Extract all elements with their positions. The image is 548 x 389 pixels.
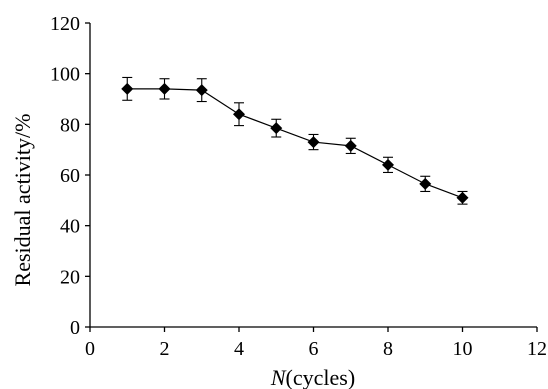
x-tick-label: 10 bbox=[453, 338, 473, 360]
plot-area bbox=[121, 76, 469, 205]
y-tick-label: 100 bbox=[50, 64, 80, 86]
x-axis-label-italic: N bbox=[270, 365, 287, 389]
x-axis-label: N(cycles) bbox=[270, 365, 355, 389]
x-tick-label: 8 bbox=[383, 338, 393, 360]
y-tick-label: 40 bbox=[60, 216, 80, 238]
data-point bbox=[195, 84, 208, 97]
y-tick-label: 120 bbox=[50, 13, 80, 35]
x-tick-label: 0 bbox=[85, 338, 95, 360]
y-tick-label: 60 bbox=[60, 165, 80, 187]
x-tick-label: 12 bbox=[527, 338, 547, 360]
y-tick-label: 0 bbox=[70, 317, 80, 339]
x-axis-label-rest: (cycles) bbox=[286, 365, 356, 389]
y-axis-label: Residual activity/% bbox=[10, 114, 35, 287]
y-tick-label: 80 bbox=[60, 114, 80, 136]
data-point bbox=[419, 177, 432, 190]
data-point bbox=[121, 82, 134, 95]
data-point bbox=[158, 82, 171, 95]
axes: 0 20 40 60 80 100 120 0 2 4 6 8 10 12 bbox=[50, 13, 547, 360]
data-point bbox=[233, 108, 245, 121]
x-tick-label: 4 bbox=[234, 338, 244, 360]
y-tick-label: 20 bbox=[60, 266, 80, 288]
data-point bbox=[270, 122, 283, 135]
x-tick-label: 2 bbox=[160, 338, 170, 360]
data-point bbox=[344, 139, 357, 152]
series-line bbox=[127, 88, 463, 199]
data-point bbox=[307, 136, 320, 149]
data-point bbox=[382, 158, 394, 171]
x-tick-label: 6 bbox=[309, 338, 319, 360]
data-point bbox=[456, 191, 469, 204]
